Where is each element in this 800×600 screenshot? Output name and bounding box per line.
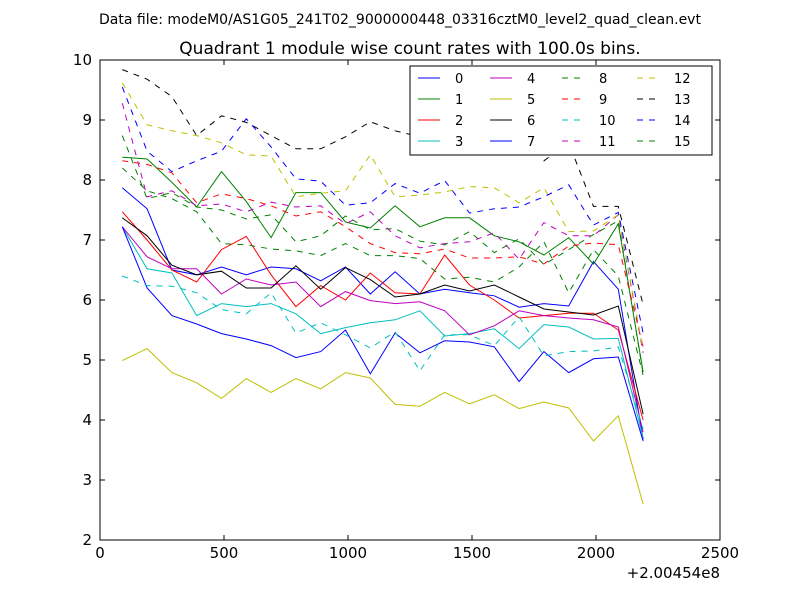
legend-label-1: 1	[455, 93, 463, 108]
series-line-2	[121, 211, 644, 421]
y-tick-label: 6	[82, 291, 92, 309]
series-line-6	[122, 217, 644, 415]
x-offset-label: +2.00454e8	[627, 564, 720, 582]
legend-label-6: 6	[527, 114, 535, 129]
series-line-12	[121, 82, 644, 350]
x-tick-label: 1000	[329, 544, 367, 562]
legend-frame	[409, 65, 713, 156]
x-tick-label: 1500	[453, 544, 491, 562]
series-line-4	[121, 226, 644, 433]
legend-label-8: 8	[599, 72, 607, 87]
x-tick-label: 2500	[701, 544, 739, 562]
y-tick-label: 9	[82, 111, 92, 129]
series-line-5	[122, 347, 644, 505]
y-tick-label: 3	[82, 471, 92, 489]
y-tick-label: 10	[73, 51, 92, 69]
legend-label-15: 15	[674, 135, 691, 150]
legend-label-9: 9	[599, 93, 607, 108]
series-line-9	[122, 160, 644, 347]
y-tick-label: 2	[82, 531, 92, 549]
legend-label-13: 13	[674, 93, 691, 108]
series-line-1	[122, 156, 644, 373]
y-tick-label: 4	[82, 411, 92, 429]
legend-label-14: 14	[674, 114, 691, 129]
series-line-14	[121, 86, 644, 334]
y-tick-label: 7	[82, 231, 92, 249]
chart-suptitle: Data file: modeM0/AS1G05_241T02_90000004…	[99, 12, 701, 28]
x-tick-label: 500	[210, 544, 239, 562]
series-line-8	[121, 135, 644, 374]
legend-label-0: 0	[455, 72, 463, 87]
series-line-7	[121, 226, 644, 442]
x-tick-label: 0	[95, 544, 105, 562]
y-tick-label: 8	[82, 171, 92, 189]
legend-label-5: 5	[527, 93, 535, 108]
legend-label-10: 10	[599, 114, 616, 129]
x-tick-label: 2000	[577, 544, 615, 562]
series-line-3	[121, 226, 644, 439]
legend-label-4: 4	[527, 72, 535, 87]
chart-title: Quadrant 1 module wise count rates with …	[179, 39, 640, 59]
series-line-15	[121, 167, 644, 376]
legend-label-2: 2	[455, 114, 463, 129]
legend-label-11: 11	[599, 135, 616, 150]
legend-label-12: 12	[674, 72, 691, 87]
y-tick-label: 5	[82, 351, 92, 369]
legend-label-3: 3	[455, 135, 463, 150]
legend-label-7: 7	[527, 135, 535, 150]
